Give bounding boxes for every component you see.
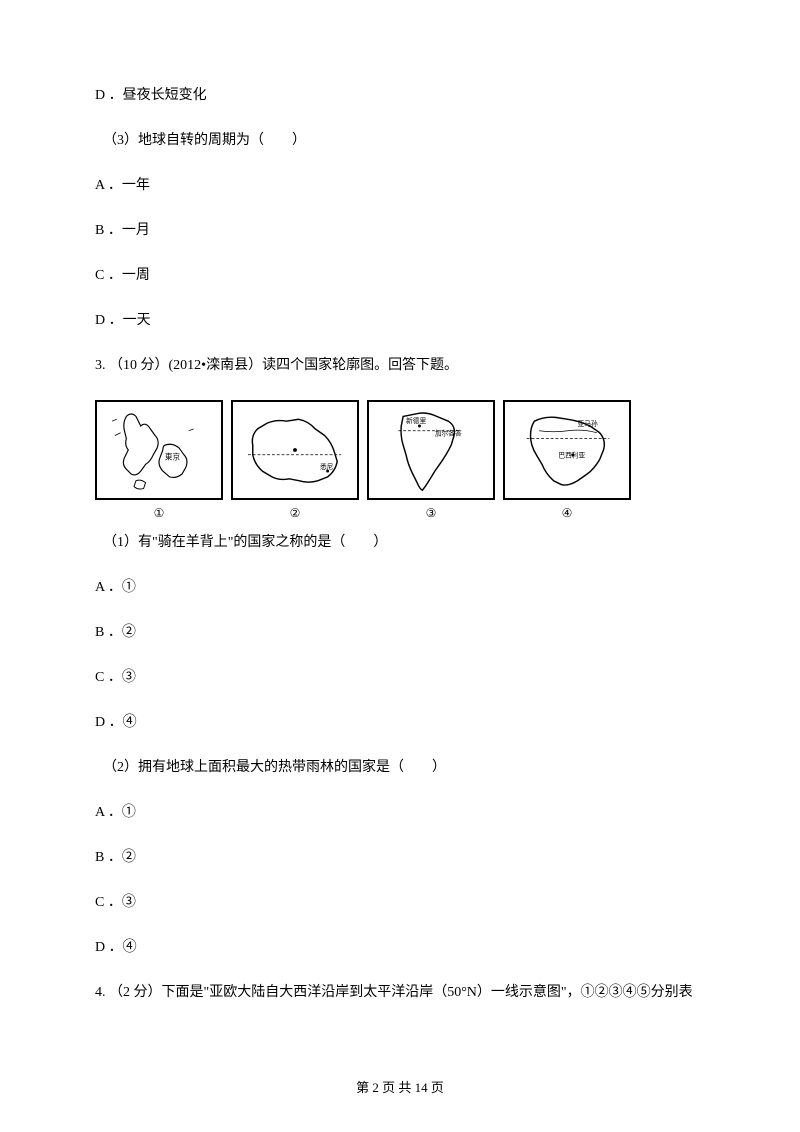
q3-sub1-stem: （1）有"骑在羊背上"的国家之称的是（ ） [95,532,705,553]
japan-outline-icon: 東京 [97,402,221,498]
q3-sub1-opt-d: D ．④ [95,712,705,733]
q2-sub3-opt-d: D ．一天 [95,310,705,331]
svg-text:新德里: 新德里 [406,416,426,425]
map-3-india: 新德里 加尔各答 ③ [367,400,495,522]
q2-sub3-opt-c: C ．一周 [95,265,705,286]
svg-text:亚马孙: 亚马孙 [578,419,598,428]
svg-text:加尔各答: 加尔各答 [435,429,462,438]
svg-text:悉尼: 悉尼 [320,462,334,471]
q3-sub1-opt-a: A ．① [95,577,705,598]
map-2-label: ② [290,504,301,522]
map-4-frame: 亚马孙 巴西利亚 [503,400,631,500]
q3-sub1-opt-b: B ．② [95,622,705,643]
map-2-frame: 悉尼 [231,400,359,500]
q3-sub2-opt-d: D ．④ [95,937,705,958]
q3-sub2-opt-b: B ．② [95,847,705,868]
map-2-australia: 悉尼 ② [231,400,359,522]
map-4-brazil: 亚马孙 巴西利亚 ④ [503,400,631,522]
india-outline-icon: 新德里 加尔各答 [369,402,493,498]
q4-stem: 4. （2 分）下面是"亚欧大陆自大西洋沿岸到太平洋沿岸（50°N）一线示意图"… [95,982,705,1003]
q2-sub3-stem: （3）地球自转的周期为（ ） [95,130,705,151]
map-3-label: ③ [426,504,437,522]
q3-sub2-opt-a: A ．① [95,802,705,823]
page-footer: 第 2 页 共 14 页 [0,1078,800,1098]
australia-outline-icon: 悉尼 [233,402,357,498]
q3-stem: 3. （10 分）(2012•滦南县）读四个国家轮廓图。回答下题。 [95,355,705,376]
q2-sub3-opt-b: B ．一月 [95,220,705,241]
q2-sub-opt-d: D ．昼夜长短变化 [95,85,705,106]
map-1-japan: 東京 ① [95,400,223,522]
brazil-outline-icon: 亚马孙 巴西利亚 [505,402,629,498]
q3-sub1-opt-c: C ．③ [95,667,705,688]
svg-text:東京: 東京 [165,452,181,462]
country-maps-row: 東京 ① 悉尼 ② 新德里 加尔各答 ③ [95,400,705,522]
q3-sub2-opt-c: C ．③ [95,892,705,913]
map-1-label: ① [154,504,165,522]
map-4-label: ④ [562,504,573,522]
map-1-frame: 東京 [95,400,223,500]
map-3-frame: 新德里 加尔各答 [367,400,495,500]
q3-sub2-stem: （2）拥有地球上面积最大的热带雨林的国家是（ ） [95,757,705,778]
q2-sub3-opt-a: A ．一年 [95,175,705,196]
